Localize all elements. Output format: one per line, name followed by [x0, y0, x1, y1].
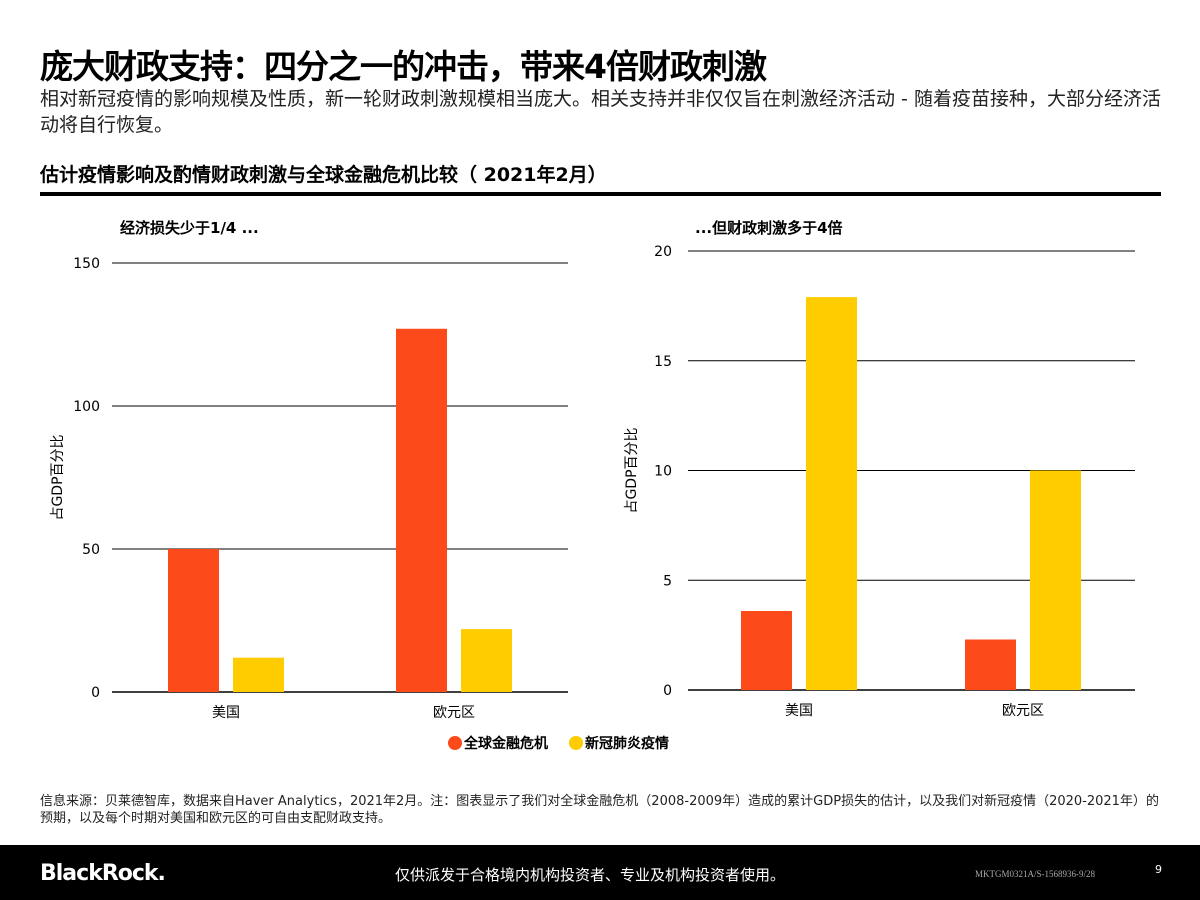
y-tick-label: 15 — [654, 354, 672, 370]
source-note: 信息来源：贝莱德智库，数据来自Haver Analytics，2021年2月。注… — [40, 794, 1159, 826]
bar-covid — [806, 297, 857, 690]
x-tick-label: 美国 — [785, 703, 813, 719]
chart-subtitle: 经济损失少于1/4 ... — [120, 219, 259, 237]
y-tick-label: 150 — [73, 256, 100, 272]
y-tick-label: 50 — [82, 542, 100, 558]
y-tick-label: 100 — [73, 399, 100, 415]
footer: BlackRock. 仅供派发于合格境内机构投资者、专业及机构投资者使用。 MK… — [0, 845, 1200, 900]
bar-gfc — [741, 610, 792, 690]
y-axis-label: 占GDP百分比 — [624, 427, 640, 513]
blackrock-logo: BlackRock. — [40, 861, 166, 886]
y-tick-label: 0 — [91, 685, 100, 701]
y-axis-label: 占GDP百分比 — [50, 434, 66, 520]
disclaimer: 仅供派发于合格境内机构投资者、专业及机构投资者使用。 — [395, 866, 786, 884]
chart-subtitle: ...但财政刺激多于4倍 — [695, 219, 843, 237]
page-subtitle: 相对新冠疫情的影响规模及性质，新一轮财政刺激规模相当庞大。相关支持并非仅仅旨在刺… — [40, 88, 1161, 136]
divider — [40, 192, 1161, 196]
page-number: 9 — [1155, 863, 1162, 876]
legend-swatch — [569, 736, 583, 750]
legend-label: 全球金融危机 — [463, 735, 548, 752]
bar-covid — [1030, 470, 1081, 690]
bar-covid — [461, 629, 512, 692]
document-code: MKTGM0321A/S-1568936-9/28 — [975, 869, 1096, 879]
page-title: 庞大财政支持：四分之一的冲击，带来4倍财政刺激 — [40, 47, 767, 86]
chart-title: 估计疫情影响及酌情财政刺激与全球金融危机比较（ 2021年2月） — [40, 164, 607, 186]
legend-label: 新冠肺炎疫情 — [585, 735, 669, 752]
y-tick-label: 0 — [663, 683, 672, 699]
x-tick-label: 美国 — [212, 705, 240, 721]
y-tick-label: 20 — [654, 244, 672, 260]
y-tick-label: 5 — [663, 573, 672, 589]
legend-swatch — [448, 736, 462, 750]
bar-gfc — [168, 549, 219, 692]
x-tick-label: 欧元区 — [1002, 703, 1044, 719]
bar-gfc — [396, 328, 447, 692]
bar-gfc — [965, 639, 1016, 690]
x-tick-label: 欧元区 — [433, 705, 475, 721]
y-tick-label: 10 — [654, 464, 672, 480]
bar-covid — [233, 657, 284, 692]
